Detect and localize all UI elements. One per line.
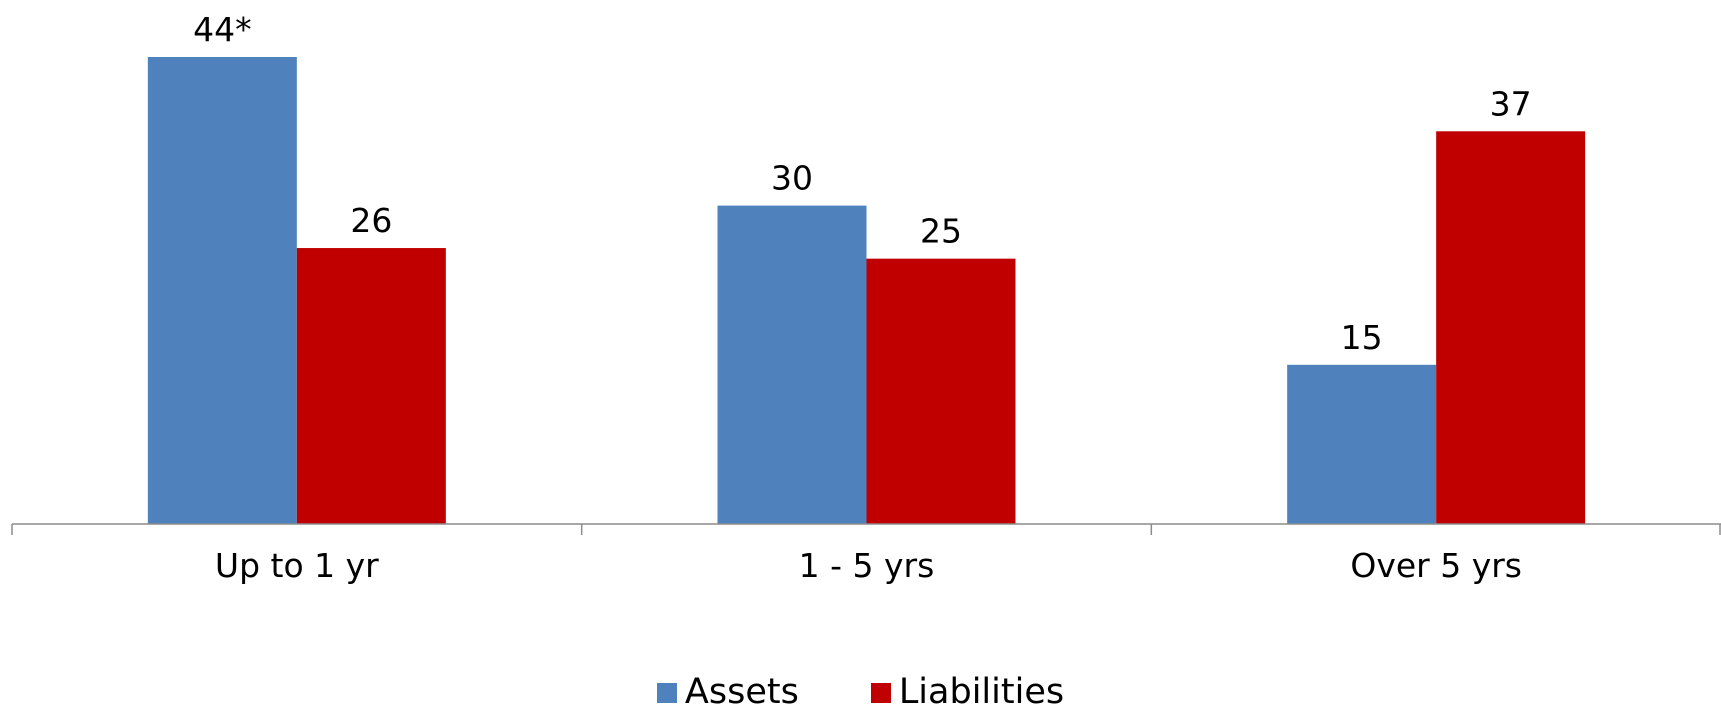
legend-label-liabilities: Liabilities [898,672,1065,712]
data-label-assets-1-5-yrs: 30 [771,159,813,198]
bars-layer [147,57,1586,524]
bar-assets-up-to-1-yr [147,57,297,524]
bar-assets-1-5-yrs [717,205,867,524]
bar-liabilities-over-5-yrs [1436,131,1586,524]
x-tick-label-up-to-1-yr: Up to 1 yr [215,546,379,585]
data-label-assets-over-5-yrs: 15 [1341,318,1383,357]
data-label-liabilities-1-5-yrs: 25 [920,212,962,251]
bar-assets-over-5-yrs [1287,364,1437,524]
data-label-liabilities-over-5-yrs: 37 [1490,84,1532,123]
data-label-assets-up-to-1-yr: 44* [193,10,252,49]
legend: Assets Liabilities [0,675,1721,710]
legend-label-assets: Assets [684,672,799,712]
x-axis: Up to 1 yr 1 - 5 yrs Over 5 yrs [11,523,1721,585]
legend-swatch-liabilities [870,682,891,703]
bar-liabilities-up-to-1-yr [296,248,446,524]
bar-liabilities-1-5-yrs [866,258,1016,524]
legend-item-assets: Assets [656,672,799,712]
legend-item-liabilities: Liabilities [870,672,1065,712]
data-labels-layer: 44* 26 30 25 15 37 [193,10,1532,357]
x-tick-label-1-5-yrs: 1 - 5 yrs [799,546,935,585]
x-tick-label-over-5-yrs: Over 5 yrs [1350,546,1522,585]
legend-swatch-assets [656,682,677,703]
data-label-liabilities-up-to-1-yr: 26 [350,201,392,240]
